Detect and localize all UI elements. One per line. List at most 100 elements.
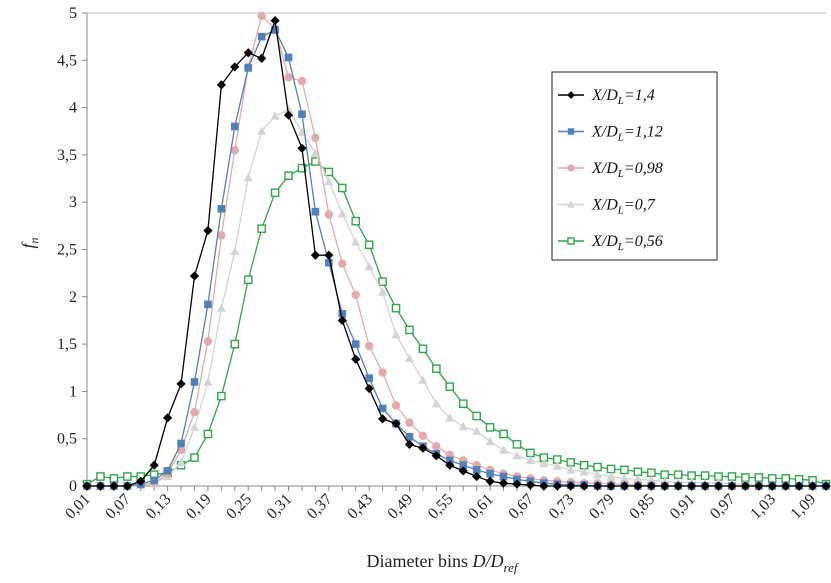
y-tick-label: 0,5 [57, 431, 77, 448]
data-point [458, 421, 468, 431]
data-point [204, 300, 212, 309]
x-tick-label: 1,09 [788, 491, 820, 523]
data-point [794, 481, 804, 491]
data-point [606, 464, 616, 474]
data-point [593, 462, 602, 472]
data-point [485, 436, 495, 446]
data-point [109, 474, 119, 483]
y-tick-label: 3 [69, 194, 77, 211]
data-point [620, 465, 629, 475]
data-point [391, 401, 401, 410]
data-point [592, 481, 603, 491]
data-point [512, 451, 522, 460]
x-axis-title-main: Diameter bins [367, 551, 473, 571]
data-point [418, 375, 428, 384]
data-point [472, 426, 482, 435]
data-point [767, 481, 777, 491]
data-point [257, 11, 266, 21]
y-tick-label: 4,5 [57, 52, 77, 69]
data-point [458, 466, 468, 476]
data-point [203, 225, 213, 236]
data-point [566, 465, 576, 474]
data-point [579, 481, 589, 491]
y-tick-label: 1 [69, 383, 77, 400]
data-point [324, 176, 334, 186]
x-tick-label: 0,61 [465, 491, 497, 523]
data-point [754, 481, 764, 491]
data-point [567, 91, 575, 99]
data-point [189, 271, 200, 281]
x-tick-label: 0,25 [223, 491, 255, 523]
data-point [338, 259, 347, 268]
x-tick-label: 0,55 [425, 491, 457, 523]
data-point [431, 399, 441, 408]
data-point [781, 481, 791, 491]
x-tick-label: 0,49 [384, 491, 416, 523]
series-layer [82, 11, 831, 491]
data-point [82, 481, 92, 491]
y-axis-title-sub: n [27, 237, 41, 243]
series-1 [82, 15, 831, 491]
data-point [687, 481, 697, 491]
data-point [216, 80, 226, 90]
data-point [189, 422, 200, 432]
data-point [391, 303, 401, 313]
data-point [163, 467, 172, 475]
data-point [566, 458, 576, 467]
data-point [445, 413, 455, 422]
legend-label: X/DL=1,4 [591, 87, 655, 107]
legend-label: X/DL=1,12 [591, 124, 663, 144]
y-tick-label: 2,5 [57, 242, 77, 259]
x-tick-label: 0,19 [183, 491, 215, 523]
x-tick-label: 0,85 [626, 491, 658, 523]
data-point [485, 423, 495, 432]
data-point [459, 461, 468, 469]
data-point [700, 471, 710, 480]
data-point [525, 455, 535, 465]
data-point [324, 167, 334, 177]
data-point [284, 53, 293, 62]
data-point [351, 216, 361, 226]
data-point [190, 408, 199, 417]
data-point [378, 414, 388, 424]
data-point [364, 261, 374, 271]
data-point [526, 448, 535, 458]
data-point [243, 173, 253, 182]
data-point [499, 472, 508, 481]
data-point [297, 143, 307, 153]
data-point [619, 481, 630, 491]
x-tick-label: 0,97 [707, 491, 739, 523]
data-point [311, 207, 320, 216]
data-point [364, 341, 374, 351]
x-tick-label: 0,67 [505, 491, 537, 523]
data-point [579, 467, 589, 476]
data-point [727, 472, 737, 481]
data-point [378, 287, 388, 296]
data-point [592, 470, 603, 479]
data-point [445, 456, 454, 465]
x-tick-label: 0,13 [143, 491, 175, 523]
y-tick-label: 4 [69, 100, 77, 117]
y-tick-label: 3,5 [57, 147, 77, 164]
legend-item: X/DL=0,98 [558, 160, 663, 180]
data-point [633, 474, 643, 484]
data-point [257, 53, 267, 64]
data-point [190, 453, 199, 462]
data-point [404, 353, 415, 362]
data-point [807, 481, 818, 491]
data-point [257, 32, 266, 41]
data-point [122, 481, 132, 491]
legend-label: X/DL=0,56 [591, 233, 663, 253]
data-point [337, 315, 347, 326]
data-point [257, 224, 266, 233]
data-point [378, 277, 387, 286]
data-point [325, 258, 333, 267]
y-axis-title-main: f [18, 241, 38, 249]
data-point [552, 481, 562, 491]
legend-label: X/DL=0,98 [591, 160, 663, 180]
x-tick-label: 1,03 [747, 491, 779, 523]
data-point [567, 128, 575, 135]
legend-box [551, 71, 718, 261]
data-point [216, 303, 226, 312]
data-point [567, 200, 575, 208]
